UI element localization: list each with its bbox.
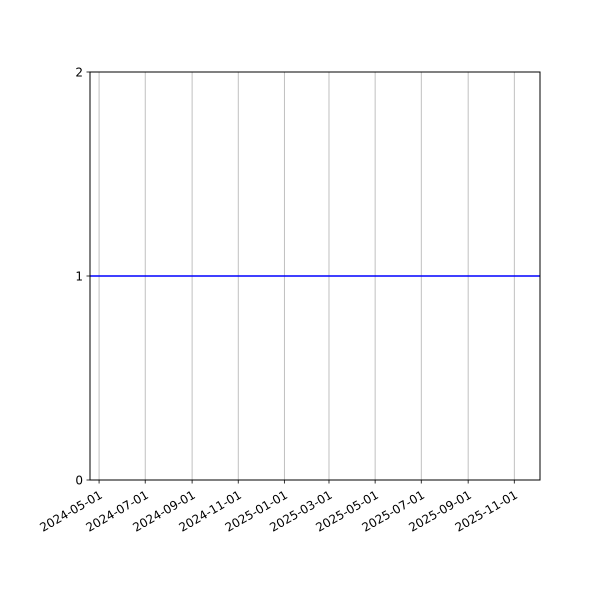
y-tick-label: 1: [75, 270, 83, 284]
y-axis: 0 1 2: [75, 66, 90, 488]
y-tick-label: 2: [75, 66, 83, 80]
y-tick-label: 0: [75, 474, 83, 488]
x-axis: 2024-05-012024-07-012024-09-012024-11-01…: [37, 480, 520, 535]
